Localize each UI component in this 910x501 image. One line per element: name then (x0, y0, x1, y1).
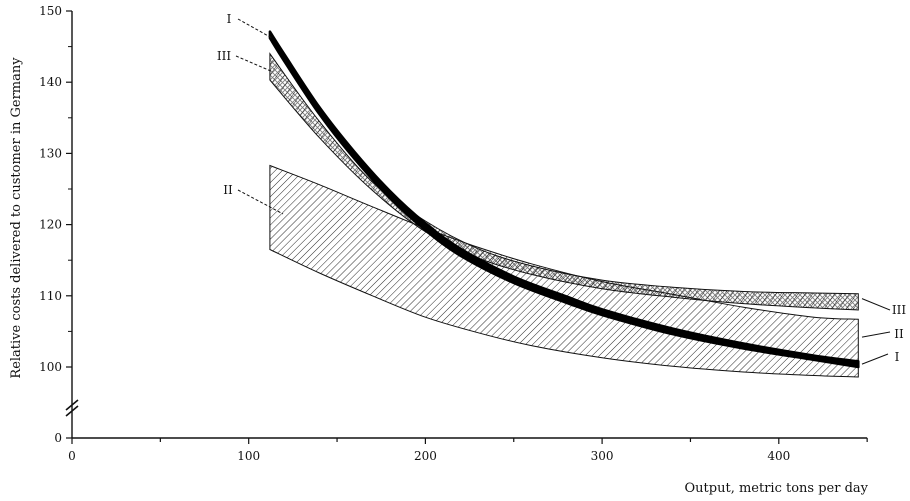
leader-line-II (237, 189, 284, 215)
leader-line-III (235, 55, 273, 72)
x-tick-label: 0 (68, 449, 76, 463)
x-tick-label: 300 (591, 449, 614, 463)
y-tick-label: 110 (39, 289, 62, 303)
leader-line-I (861, 353, 889, 365)
leader-line-I (237, 18, 273, 39)
curve-label-III: III (892, 303, 906, 317)
y-axis-label: Relative costs delivered to customer in … (9, 57, 24, 379)
y-tick-label: 130 (39, 146, 62, 160)
y-tick-label: 0 (54, 431, 62, 445)
axis-break-mark (65, 405, 79, 417)
x-tick-label: 400 (767, 449, 790, 463)
y-tick-label: 120 (39, 218, 62, 232)
curve-label-II: II (894, 327, 904, 341)
x-tick-label: 200 (414, 449, 437, 463)
axis-break-mark (65, 399, 79, 411)
band-II (269, 164, 859, 378)
y-tick-label: 140 (39, 75, 62, 89)
curve-label-II: II (223, 183, 233, 197)
x-axis-label: Output, metric tons per day (685, 481, 869, 496)
leader-line-II (861, 331, 891, 338)
band-I (268, 30, 860, 369)
x-tick-label: 100 (237, 449, 260, 463)
y-tick-label: 150 (39, 4, 62, 18)
leader-line-III (861, 298, 891, 311)
curve-label-I: I (895, 350, 900, 364)
y-tick-label: 100 (39, 360, 62, 374)
curve-label-III: III (217, 49, 231, 63)
curve-label-I: I (227, 12, 232, 26)
